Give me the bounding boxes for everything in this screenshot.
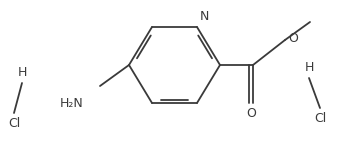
Text: H: H [17,66,27,79]
Text: O: O [246,107,256,120]
Text: H₂N: H₂N [60,97,84,110]
Text: Cl: Cl [8,117,20,130]
Text: H: H [304,61,314,74]
Text: Cl: Cl [314,112,326,125]
Text: N: N [200,10,209,23]
Text: O: O [288,32,298,45]
